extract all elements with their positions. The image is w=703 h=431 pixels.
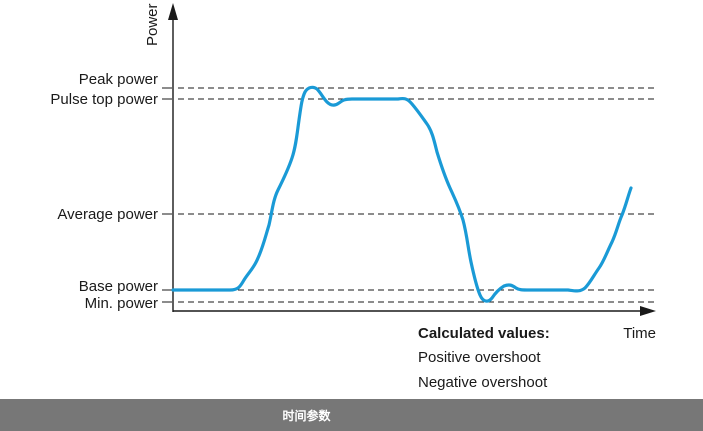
y-axis-label: Power (144, 3, 161, 46)
calculated-values-title: Calculated values: (418, 325, 550, 342)
calculated-item-negative-overshoot: Negative overshoot (418, 374, 548, 391)
x-axis-arrow (640, 306, 656, 316)
calculated-values: Calculated values: Positive overshoot Ne… (418, 325, 550, 391)
level-label-base: Base power (79, 278, 158, 295)
level-label-pulse-top: Pulse top power (50, 91, 158, 108)
pulse-power-diagram: Power Time Peak power Pulse top power Av… (50, 3, 656, 391)
level-average-power: Average power (57, 206, 656, 223)
level-peak-power: Peak power (79, 71, 656, 89)
caption-text: 时间参数 (282, 408, 331, 423)
caption-bar: 时间参数 (0, 399, 703, 431)
y-axis-arrow (168, 3, 178, 20)
x-axis-label: Time (623, 325, 656, 342)
level-label-peak: Peak power (79, 71, 158, 88)
level-label-min: Min. power (85, 295, 158, 312)
calculated-item-positive-overshoot: Positive overshoot (418, 349, 541, 366)
pulse-waveform (171, 85, 633, 303)
level-min-power: Min. power (85, 295, 656, 312)
level-base-power: Base power (79, 278, 656, 295)
level-pulse-top-power: Pulse top power (50, 91, 656, 108)
level-label-average: Average power (57, 206, 158, 223)
